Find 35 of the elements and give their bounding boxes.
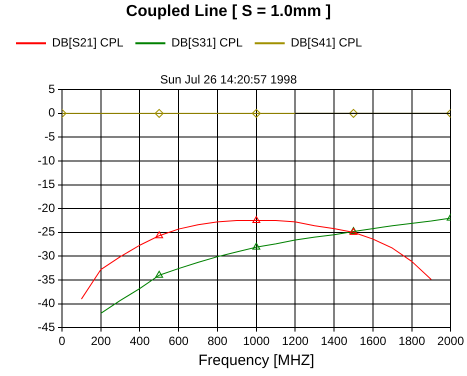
x-tick-label: 1000: [242, 334, 270, 348]
chart-title: Coupled Line [ S = 1.0mm ]: [126, 3, 331, 20]
legend-label: DB[S21] CPL: [52, 36, 124, 50]
x-tick-label: 600: [168, 334, 189, 348]
y-tick-label: -25: [38, 224, 56, 239]
x-tick-label: 200: [90, 334, 112, 348]
point: [252, 108, 261, 118]
point: [155, 270, 164, 278]
y-tick-label: -15: [38, 177, 56, 192]
x-tick-label: 1400: [320, 334, 348, 348]
point: [252, 216, 260, 223]
x-tick-label: 1600: [360, 334, 387, 348]
y-tick-label: 5: [48, 82, 56, 96]
legend-label: DB[S31] CPL: [171, 36, 244, 50]
y-tick-label: -20: [38, 200, 56, 215]
y-tick-label: 0: [48, 106, 56, 120]
x-tick-label: 0: [58, 334, 66, 348]
x-tick-label: 1200: [282, 334, 309, 348]
x-tick-label: 400: [130, 334, 150, 348]
chart-subtitle: Sun Jul 26 14:20:57 1998: [160, 72, 298, 87]
y-tick-label: -45: [38, 320, 56, 334]
x-tick-label: 2000: [437, 334, 464, 348]
x-tick-label: 1800: [398, 334, 426, 348]
legend-label: DB[S41] CPL: [290, 36, 362, 50]
y-tick-label: -5: [44, 130, 56, 144]
point: [348, 108, 358, 118]
y-tick-label: -30: [38, 248, 56, 263]
y-tick-label: -40: [38, 296, 56, 310]
y-tick-label: -10: [38, 153, 56, 168]
point: [154, 108, 164, 118]
x-tick-label: 800: [207, 334, 228, 348]
point: [252, 242, 260, 250]
point: [155, 231, 164, 238]
x-axis-title: Frequency [MHZ]: [198, 352, 314, 370]
y-tick-label: -35: [38, 272, 56, 286]
